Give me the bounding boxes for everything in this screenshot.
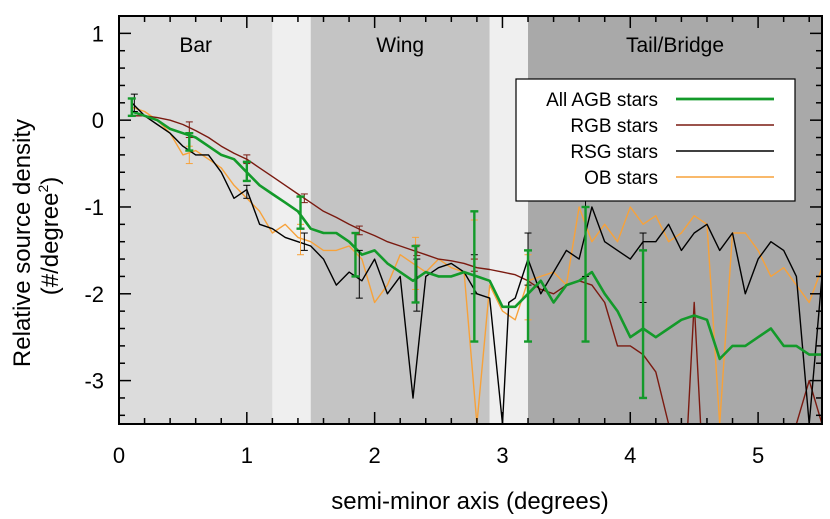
errorbar-all-agb-stars-1	[185, 131, 194, 152]
legend-label: All AGB stars	[546, 90, 658, 111]
errorbar-all-agb-stars-7	[524, 249, 533, 343]
errorbar-all-agb-stars-8	[581, 205, 590, 343]
legend-entry: OB stars	[584, 168, 774, 189]
errorbar-all-agb-stars-2	[242, 160, 251, 183]
errorbar-all-agb-stars-4	[351, 231, 360, 278]
series-line-rsg-stars	[131, 102, 822, 424]
errorbar-all-agb-stars-0	[127, 97, 136, 118]
region-band-3	[489, 16, 529, 424]
legend: All AGB stars RGB stars RSG stars OB stars	[515, 78, 796, 202]
errorbar-layer	[127, 93, 648, 400]
y-axis-title-line1: Relative source density	[9, 119, 36, 367]
series-line-rgb-stars	[131, 115, 822, 424]
region-bands	[119, 16, 822, 424]
x-axis-title: semi-minor axis (degrees)	[331, 488, 608, 515]
legend-label: OB stars	[584, 168, 658, 189]
errorbar-all-agb-stars-6	[470, 210, 479, 343]
x-tick-label: 4	[624, 443, 636, 468]
region-band-0	[119, 16, 273, 424]
region-labels: Bar Wing Tail/Bridge	[179, 34, 724, 57]
x-tick-label: 1	[241, 443, 253, 468]
y-tick-label: -2	[84, 282, 104, 307]
x-tick-label: 3	[496, 443, 508, 468]
region-label-bar: Bar	[179, 34, 212, 57]
y-tick-label: 1	[92, 21, 104, 46]
legend-label: RGB stars	[570, 116, 658, 137]
region-label-tail-bridge: Tail/Bridge	[626, 34, 724, 57]
legend-label: RSG stars	[570, 142, 658, 163]
y-axis-title-prefix: (#/degree	[37, 193, 64, 296]
region-band-4	[528, 16, 822, 424]
legend-entry: RGB stars	[570, 116, 774, 137]
errorbar-rsg-stars-1	[243, 184, 251, 199]
y-tick-label: -3	[84, 369, 104, 394]
region-label-wing: Wing	[376, 34, 424, 57]
y-axis-title-sup: 2	[35, 185, 51, 193]
y-tick-label: -1	[84, 195, 104, 220]
errorbar-rsg-stars-3	[355, 249, 363, 299]
region-band-2	[310, 16, 490, 424]
errorbar-rsg-stars-2	[300, 232, 308, 251]
x-tick-label: 2	[369, 443, 381, 468]
x-tick-label: 0	[113, 443, 125, 468]
x-tick-labels: 0 1 2 3 4 5	[113, 443, 764, 468]
legend-entry: RSG stars	[570, 142, 774, 163]
y-axis-title-line2: (#/degree2)	[35, 177, 64, 296]
x-tick-label: 5	[752, 443, 764, 468]
errorbar-all-agb-stars-9	[639, 249, 648, 400]
legend-entry: All AGB stars	[546, 90, 774, 111]
errorbar-all-agb-stars-5	[411, 244, 420, 304]
plot-frame	[118, 15, 823, 425]
y-tick-label: 0	[92, 108, 104, 133]
errorbar-all-agb-stars-3	[296, 195, 305, 230]
y-axis-title-suffix: )	[37, 177, 64, 185]
y-tick-labels: 1 0 -1 -2 -3	[84, 21, 104, 393]
